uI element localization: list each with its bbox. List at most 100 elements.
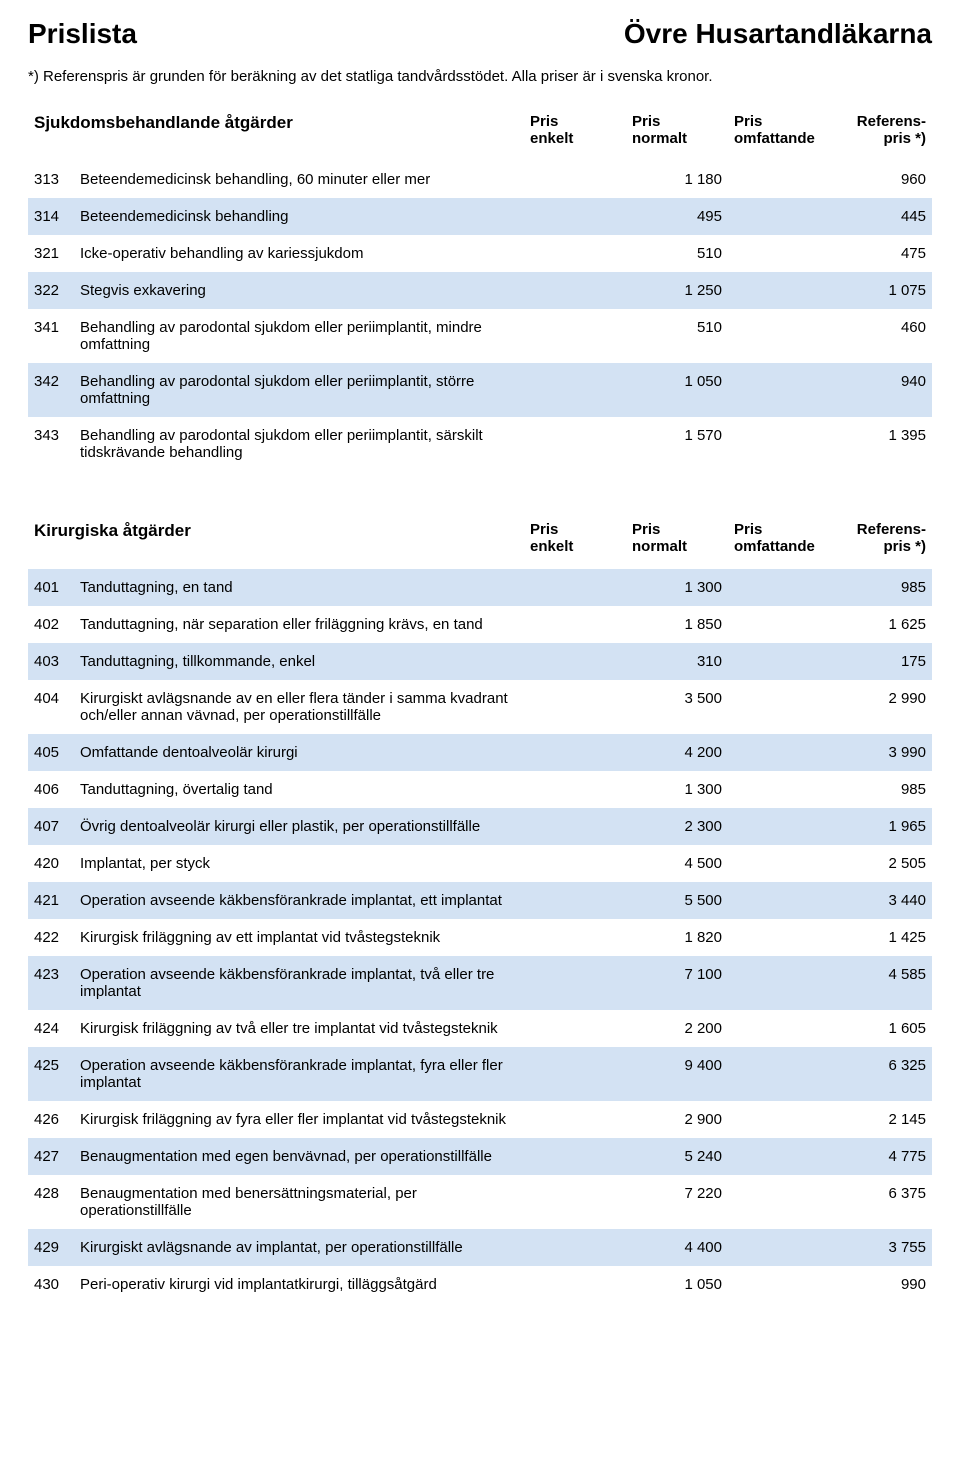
price-omfattande bbox=[728, 1229, 830, 1266]
price-normalt: 1 300 bbox=[626, 569, 728, 606]
procedure-description: Stegvis exkavering bbox=[74, 272, 524, 309]
procedure-code: 420 bbox=[28, 845, 74, 882]
procedure-description: Icke-operativ behandling av kariessjukdo… bbox=[74, 235, 524, 272]
reference-price: 6 325 bbox=[830, 1047, 932, 1101]
procedure-code: 429 bbox=[28, 1229, 74, 1266]
table-row: 342Behandling av parodontal sjukdom elle… bbox=[28, 363, 932, 417]
price-normalt: 510 bbox=[626, 235, 728, 272]
reference-price: 990 bbox=[830, 1266, 932, 1303]
reference-price: 4 585 bbox=[830, 956, 932, 1010]
price-enkelt bbox=[524, 417, 626, 471]
price-omfattande bbox=[728, 643, 830, 680]
col-header-pris-normalt-line1: Pris bbox=[632, 113, 722, 130]
table-row: 421Operation avseende käkbensförankrade … bbox=[28, 882, 932, 919]
price-normalt: 4 200 bbox=[626, 734, 728, 771]
col-header-pris-omfattande-line2: omfattande bbox=[734, 538, 824, 555]
col-header-pris-normalt-line1: Pris bbox=[632, 521, 722, 538]
reference-price: 985 bbox=[830, 569, 932, 606]
procedure-code: 404 bbox=[28, 680, 74, 734]
reference-price: 3 990 bbox=[830, 734, 932, 771]
procedure-description: Benaugmentation med benersättningsmateri… bbox=[74, 1175, 524, 1229]
col-header-referenspris-line1: Referens- bbox=[836, 113, 926, 130]
price-omfattande bbox=[728, 309, 830, 363]
price-omfattande bbox=[728, 1138, 830, 1175]
price-omfattande bbox=[728, 417, 830, 471]
procedure-description: Implantat, per styck bbox=[74, 845, 524, 882]
col-header-pris-enkelt-line2: enkelt bbox=[530, 538, 620, 555]
price-enkelt bbox=[524, 1175, 626, 1229]
price-omfattande bbox=[728, 680, 830, 734]
procedure-description: Omfattande dentoalveolär kirurgi bbox=[74, 734, 524, 771]
price-omfattande bbox=[728, 161, 830, 198]
procedure-code: 402 bbox=[28, 606, 74, 643]
price-table: Kirurgiska åtgärderPrisenkeltPrisnormalt… bbox=[28, 515, 932, 1303]
procedure-description: Kirurgisk friläggning av två eller tre i… bbox=[74, 1010, 524, 1047]
reference-price: 6 375 bbox=[830, 1175, 932, 1229]
procedure-description: Kirurgiskt avlägsnande av implantat, per… bbox=[74, 1229, 524, 1266]
col-header-pris-normalt: Prisnormalt bbox=[626, 515, 728, 569]
reference-price: 1 625 bbox=[830, 606, 932, 643]
table-row: 401Tanduttagning, en tand1 300985 bbox=[28, 569, 932, 606]
col-header-referenspris-line2: pris *) bbox=[836, 538, 926, 555]
procedure-code: 422 bbox=[28, 919, 74, 956]
price-enkelt bbox=[524, 1138, 626, 1175]
procedure-description: Beteendemedicinsk behandling bbox=[74, 198, 524, 235]
price-enkelt bbox=[524, 845, 626, 882]
page: Prislista Övre Husartandläkarna *) Refer… bbox=[0, 0, 960, 1343]
price-enkelt bbox=[524, 1266, 626, 1303]
procedure-code: 407 bbox=[28, 808, 74, 845]
price-enkelt bbox=[524, 161, 626, 198]
col-header-referenspris-line2: pris *) bbox=[836, 130, 926, 147]
procedure-code: 321 bbox=[28, 235, 74, 272]
table-row: 429Kirurgiskt avlägsnande av implantat, … bbox=[28, 1229, 932, 1266]
price-normalt: 1 180 bbox=[626, 161, 728, 198]
reference-price: 4 775 bbox=[830, 1138, 932, 1175]
col-header-pris-enkelt-line1: Pris bbox=[530, 113, 620, 130]
table-row: 322Stegvis exkavering1 2501 075 bbox=[28, 272, 932, 309]
price-omfattande bbox=[728, 1266, 830, 1303]
price-enkelt bbox=[524, 643, 626, 680]
reference-price: 985 bbox=[830, 771, 932, 808]
price-normalt: 1 250 bbox=[626, 272, 728, 309]
procedure-description: Operation avseende käkbensförankrade imp… bbox=[74, 956, 524, 1010]
price-enkelt bbox=[524, 956, 626, 1010]
table-row: 402Tanduttagning, när separation eller f… bbox=[28, 606, 932, 643]
reference-price: 1 425 bbox=[830, 919, 932, 956]
col-header-pris-omfattande: Prisomfattande bbox=[728, 107, 830, 161]
reference-price: 475 bbox=[830, 235, 932, 272]
procedure-code: 403 bbox=[28, 643, 74, 680]
procedure-code: 424 bbox=[28, 1010, 74, 1047]
price-enkelt bbox=[524, 198, 626, 235]
price-enkelt bbox=[524, 363, 626, 417]
price-normalt: 1 050 bbox=[626, 1266, 728, 1303]
price-normalt: 1 300 bbox=[626, 771, 728, 808]
procedure-description: Behandling av parodontal sjukdom eller p… bbox=[74, 417, 524, 471]
page-title: Prislista bbox=[28, 18, 137, 50]
table-row: 405Omfattande dentoalveolär kirurgi4 200… bbox=[28, 734, 932, 771]
col-header-pris-enkelt: Prisenkelt bbox=[524, 107, 626, 161]
price-normalt: 1 820 bbox=[626, 919, 728, 956]
table-row: 426Kirurgisk friläggning av fyra eller f… bbox=[28, 1101, 932, 1138]
price-enkelt bbox=[524, 1101, 626, 1138]
procedure-description: Kirurgisk friläggning av ett implantat v… bbox=[74, 919, 524, 956]
procedure-description: Operation avseende käkbensförankrade imp… bbox=[74, 882, 524, 919]
price-normalt: 9 400 bbox=[626, 1047, 728, 1101]
procedure-code: 343 bbox=[28, 417, 74, 471]
col-header-pris-enkelt-line2: enkelt bbox=[530, 130, 620, 147]
reference-price: 940 bbox=[830, 363, 932, 417]
procedure-code: 322 bbox=[28, 272, 74, 309]
price-normalt: 5 500 bbox=[626, 882, 728, 919]
price-normalt: 7 100 bbox=[626, 956, 728, 1010]
procedure-description: Tanduttagning, tillkommande, enkel bbox=[74, 643, 524, 680]
price-normalt: 7 220 bbox=[626, 1175, 728, 1229]
price-enkelt bbox=[524, 1047, 626, 1101]
col-header-pris-omfattande-line2: omfattande bbox=[734, 130, 824, 147]
table-row: 422Kirurgisk friläggning av ett implanta… bbox=[28, 919, 932, 956]
price-omfattande bbox=[728, 845, 830, 882]
table-row: 321Icke-operativ behandling av kariessju… bbox=[28, 235, 932, 272]
reference-price: 3 755 bbox=[830, 1229, 932, 1266]
price-normalt: 2 900 bbox=[626, 1101, 728, 1138]
price-normalt: 2 200 bbox=[626, 1010, 728, 1047]
procedure-code: 341 bbox=[28, 309, 74, 363]
procedure-code: 428 bbox=[28, 1175, 74, 1229]
